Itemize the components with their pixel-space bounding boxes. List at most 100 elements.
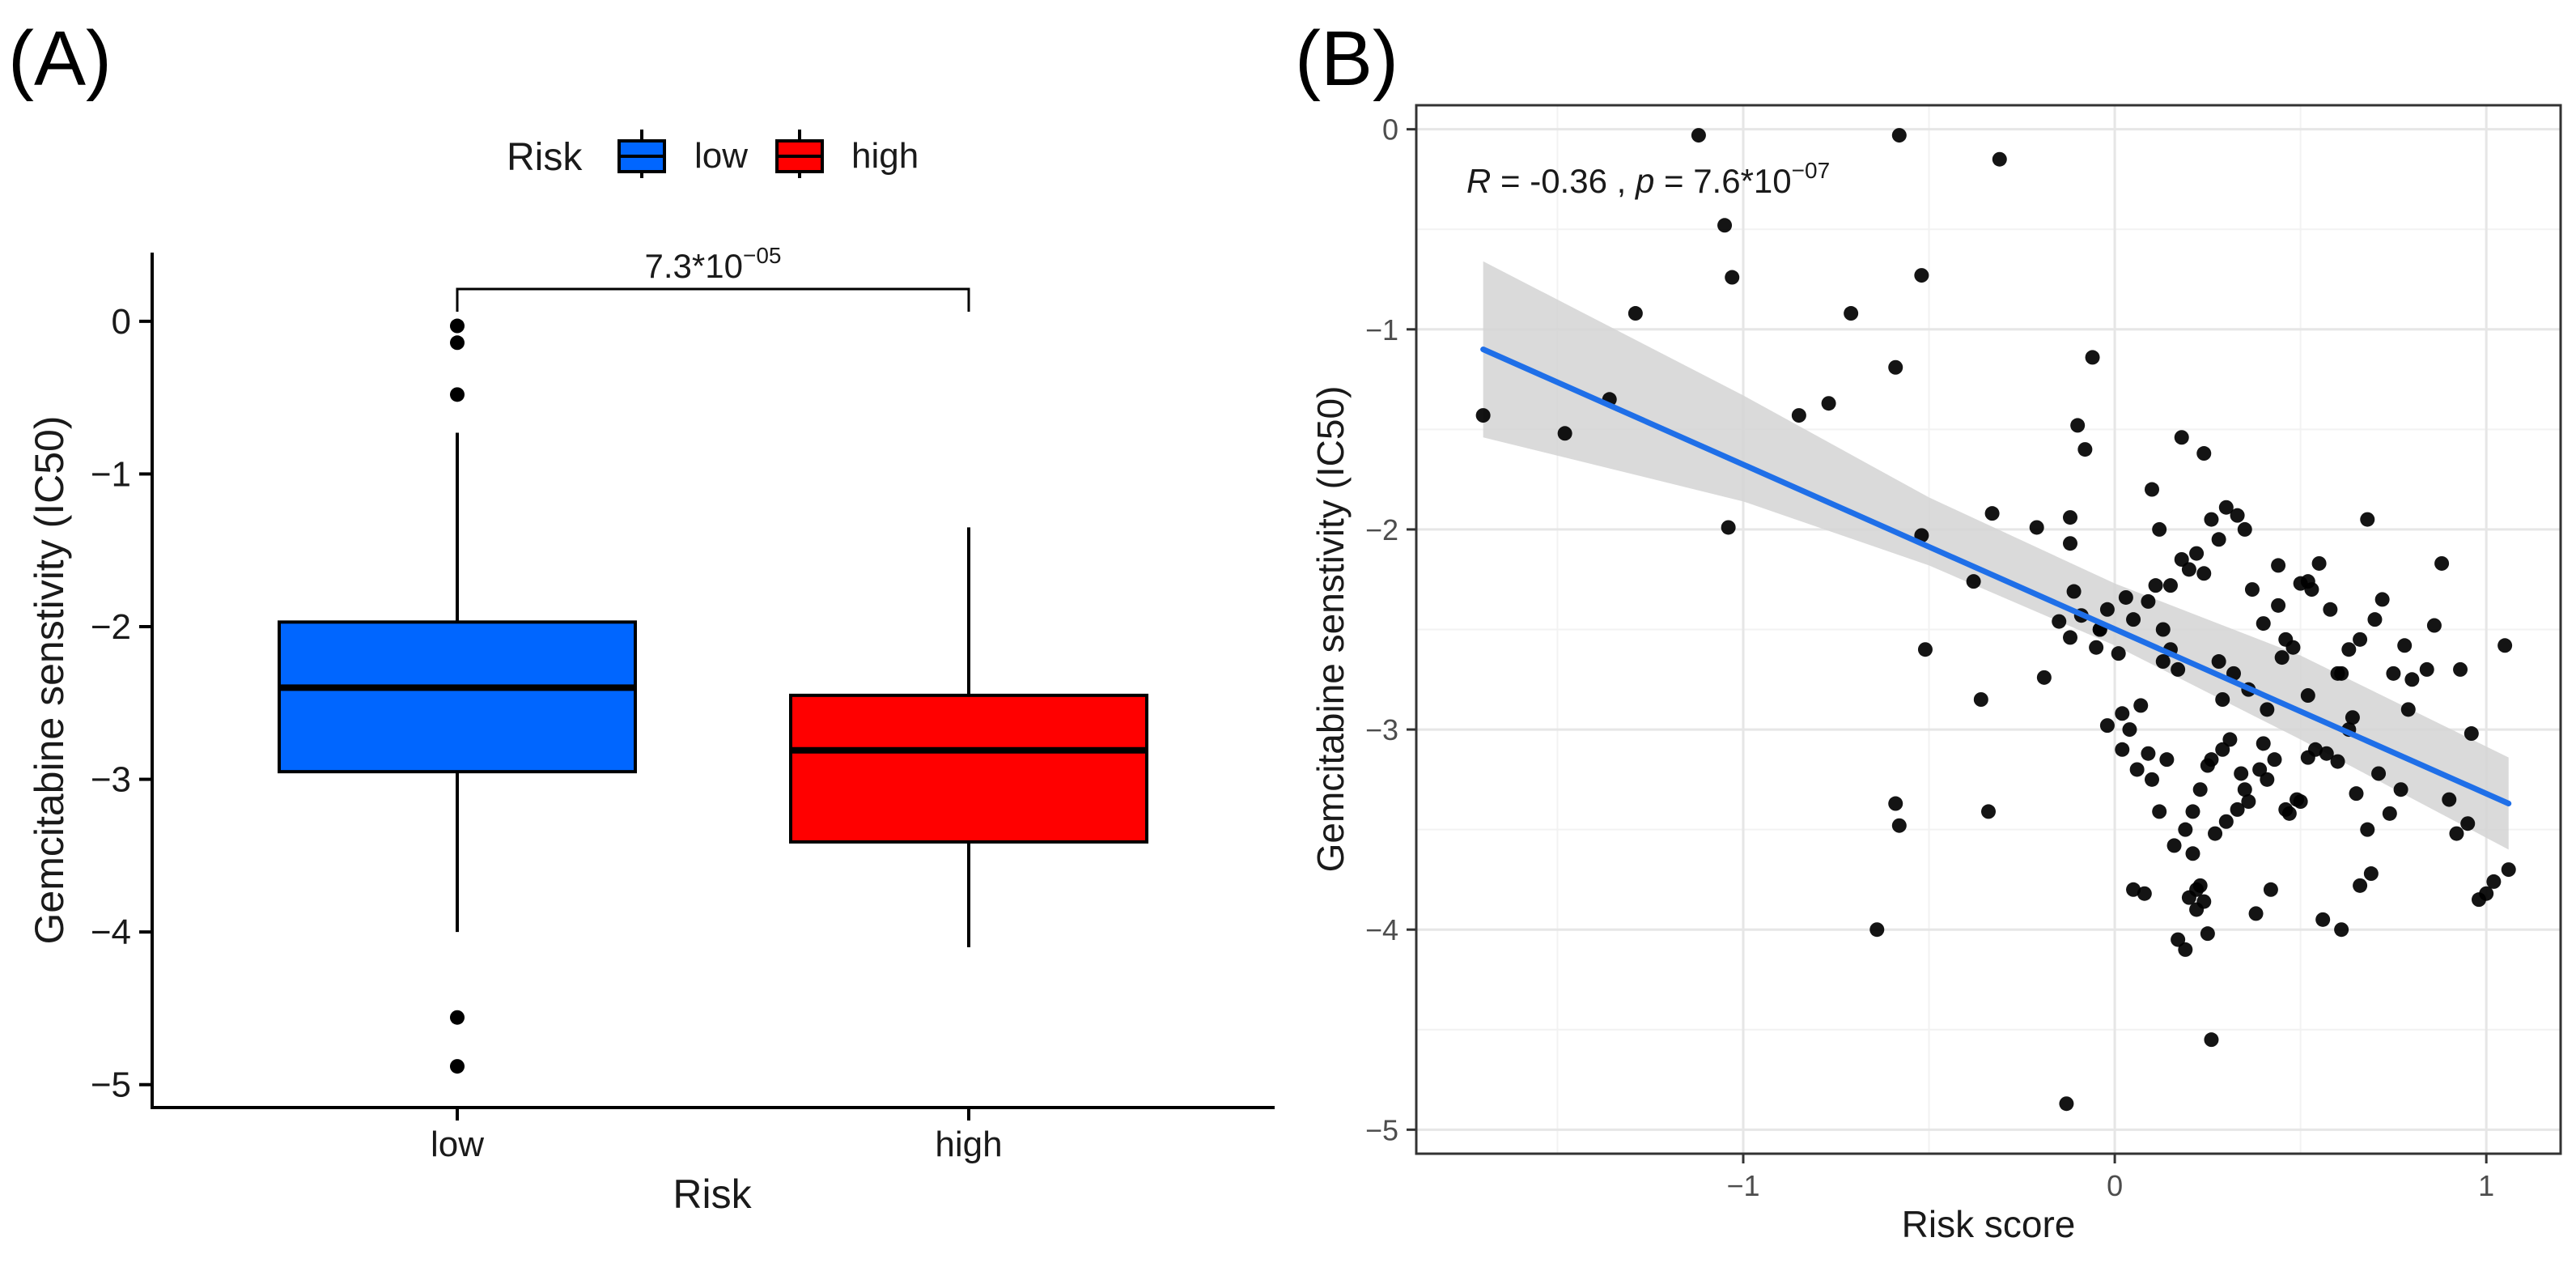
scatter-point [1691, 128, 1706, 143]
r-value: = -0.36 [1491, 162, 1607, 200]
scatter-point [2360, 512, 2375, 527]
scatter-point [2196, 894, 2212, 909]
regression-line [1480, 347, 2512, 807]
x-tick-label: high [935, 1125, 1002, 1164]
y-tick-label: 0 [112, 302, 131, 342]
scatter-point [2181, 562, 2196, 577]
y-tick-label-b: −1 [1365, 313, 1398, 347]
p-exponent: −07 [1792, 158, 1831, 183]
scatter-point [2367, 612, 2383, 627]
scatter-point [2464, 726, 2479, 742]
scatter-point [2230, 508, 2245, 523]
scatter-point [2393, 782, 2408, 797]
y-tick-label: −1 [91, 454, 131, 494]
scatter-point [2166, 838, 2182, 853]
y-tick-label-b: −5 [1365, 1113, 1398, 1146]
x-tick-label: low [431, 1125, 484, 1164]
scatter-point [2133, 698, 2149, 713]
scatter-point [1888, 359, 1903, 375]
scatter-point [2185, 804, 2200, 819]
scatter-point [2479, 886, 2494, 901]
legend-label-high: high [851, 136, 919, 176]
scatter-point [2400, 702, 2416, 717]
confidence-band [1483, 261, 2509, 850]
scatter-point [2122, 722, 2137, 738]
scatter-point [2241, 794, 2256, 810]
scatter-point [2208, 826, 2223, 841]
scatter-point [2070, 418, 2086, 433]
scatter-point [2126, 882, 2141, 897]
scatter-point [2174, 430, 2189, 445]
scatter-point [2285, 640, 2301, 655]
scatter-point [2115, 706, 2130, 721]
scatter-point [2363, 866, 2379, 882]
scatter-point [2311, 555, 2327, 571]
scatter-point [2501, 862, 2516, 878]
scatter-point [1475, 408, 1491, 423]
stat-separator: , [1607, 162, 1636, 200]
y-tick-label: −3 [91, 760, 131, 800]
box-iqr [278, 620, 637, 774]
scatter-point [2189, 882, 2205, 897]
outlier-point [450, 335, 465, 351]
scatter-point [2211, 532, 2226, 547]
scatter-point [1973, 691, 1988, 707]
scatter-point [2453, 661, 2468, 677]
x-axis-ticks-b: −1 0 1 [1726, 1154, 2494, 1202]
scatter-point [2085, 350, 2100, 365]
scatter-point [2185, 846, 2200, 861]
scatter-point [2063, 536, 2077, 551]
p-value-base: 7.3*10 [645, 247, 743, 285]
scatter-point [2319, 746, 2334, 761]
scatter-point [2237, 782, 2252, 797]
scatter-point [2162, 578, 2178, 593]
y-axis-title-b: Gemcitabine senstivity (IC50) [1309, 386, 1352, 873]
scatter-point [2308, 742, 2323, 757]
outlier-point [450, 1059, 465, 1074]
scatter-point [2244, 582, 2260, 597]
scatter-point [2155, 622, 2171, 637]
scatter-point [1984, 506, 2000, 521]
scatter-point [1844, 306, 1859, 321]
scatter-point [2200, 926, 2215, 942]
scatter-point [2189, 546, 2205, 561]
scatter-point [2330, 666, 2345, 681]
scatter-point [2196, 446, 2212, 461]
significance-bracket: 7.3*10−05 [456, 243, 970, 312]
p-value-label: 7.3*10−05 [645, 243, 782, 285]
plot-border [1415, 104, 2562, 1155]
scatter-point [2204, 512, 2219, 527]
scatter-point [2215, 691, 2230, 707]
scatter-point [2063, 510, 2077, 525]
scatter-point [2145, 482, 2159, 497]
scatter-point [2171, 661, 2186, 677]
y-axis-ticks: 0 −1 −2 −3 −4 −5 [91, 302, 152, 1105]
scatter-point [1891, 818, 1907, 833]
y-tick-label-b: 0 [1382, 113, 1398, 147]
scatter-point [2196, 566, 2212, 581]
x-axis-title-b: Risk score [1902, 1203, 2076, 1245]
scatter-point [2200, 758, 2215, 773]
scatter-point [2386, 666, 2401, 681]
scatter-point [1917, 642, 1933, 657]
scatter-point [2178, 822, 2193, 837]
scatter-point [2256, 736, 2271, 751]
correlation-stat: R = -0.36 , p = 7.6*10−07 [1466, 158, 1830, 200]
y-tick-label-b: −3 [1365, 713, 1398, 746]
box-plot-series [278, 318, 1148, 1074]
scatter-point [2341, 642, 2357, 657]
scatter-point [1628, 306, 1643, 321]
scatter-points [1475, 128, 2516, 1112]
box-iqr [789, 693, 1148, 844]
panel-a-label: (A) [8, 15, 112, 102]
scatter-point [2099, 602, 2115, 617]
legend-key-high [775, 130, 824, 178]
scatter-point [2323, 602, 2338, 617]
scatter-point [2397, 638, 2413, 653]
outlier-point [450, 1010, 465, 1025]
scatter-point [2374, 592, 2390, 607]
scatter-point [2141, 746, 2156, 761]
scatter-point [2404, 672, 2420, 687]
legend-title: Risk [507, 136, 583, 179]
panel-b: (B) 0 −1 −2 −3 −4 −5 −1 0 1 R = -0.36 , p = 7.6… [1295, 15, 2562, 1245]
